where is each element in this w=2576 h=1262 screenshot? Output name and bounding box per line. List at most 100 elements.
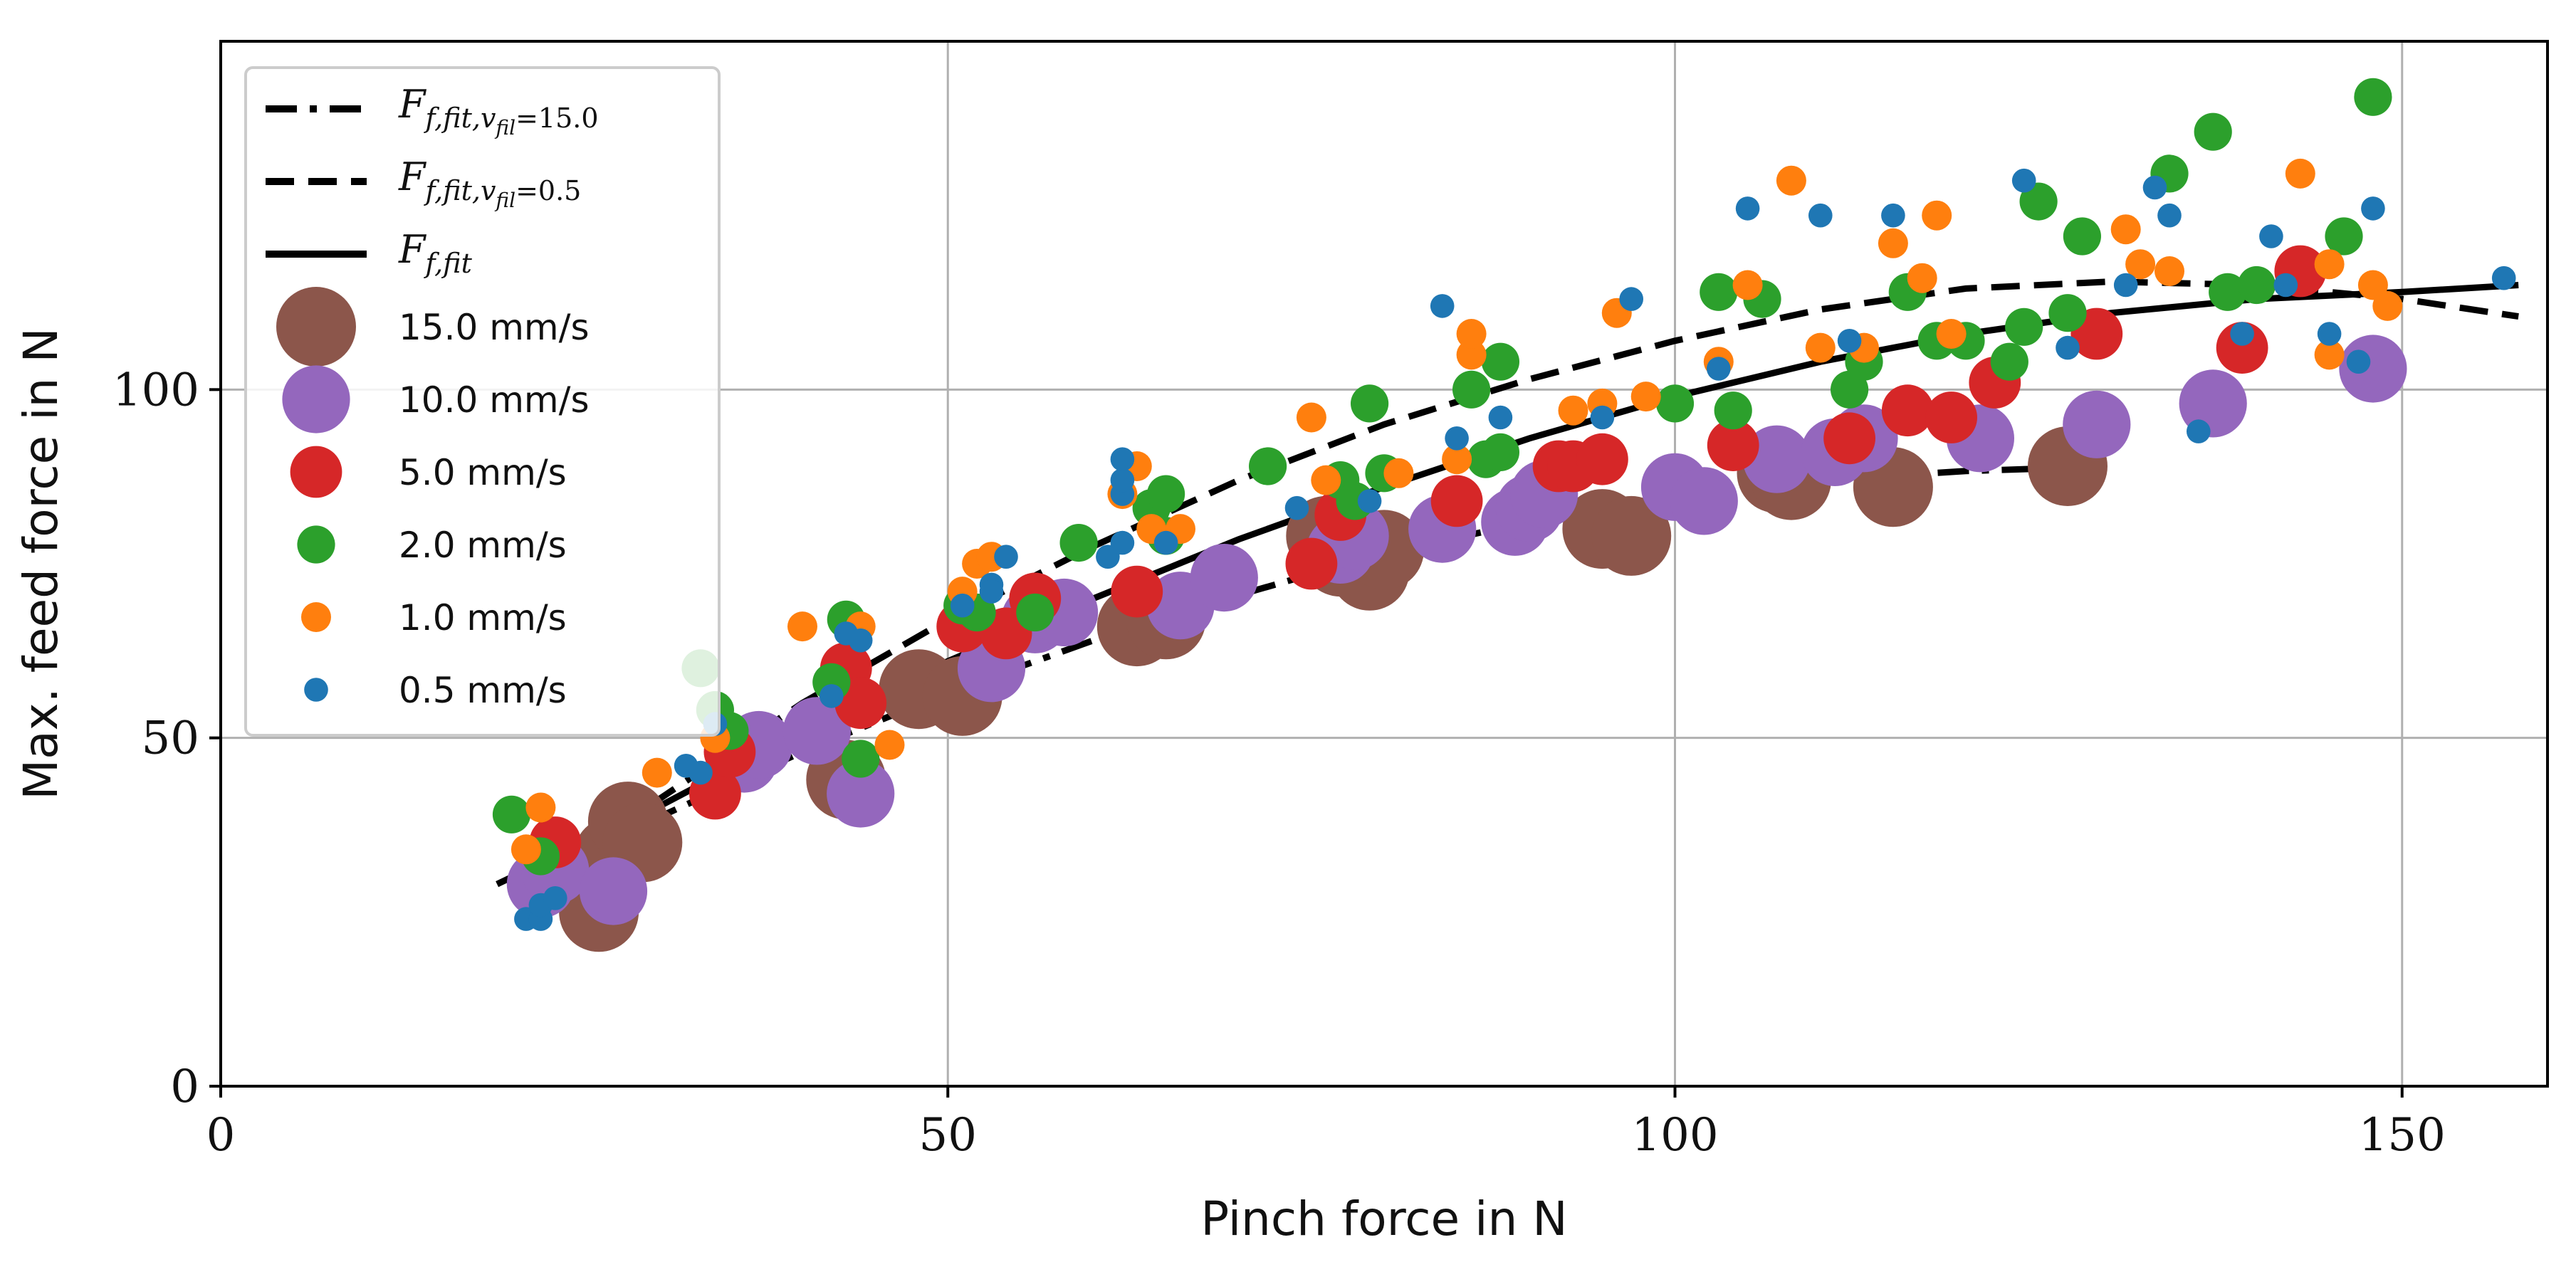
legend-series-label: 15.0 mm/s — [399, 307, 590, 348]
data-point — [1296, 402, 1326, 433]
data-point — [1805, 332, 1836, 363]
data-point — [1619, 287, 1643, 311]
data-point — [511, 834, 541, 865]
data-point — [2125, 249, 2156, 280]
data-point — [1714, 391, 1752, 430]
data-point — [1357, 489, 1382, 513]
data-point — [2011, 168, 2036, 193]
data-point — [1878, 228, 1908, 258]
data-point — [525, 792, 556, 823]
legend-fit-label: Ff,fit,vfil=15.0 — [398, 82, 599, 140]
data-point — [1707, 357, 1731, 381]
data-point — [2157, 203, 2182, 228]
data-point — [2259, 224, 2283, 248]
data-point — [950, 593, 975, 618]
data-point — [1881, 384, 1934, 437]
data-point — [1445, 426, 1469, 451]
data-point — [2142, 175, 2167, 200]
data-point — [2357, 270, 2388, 300]
data-point — [2354, 78, 2392, 116]
data-point — [2154, 256, 2184, 286]
legend-series-marker — [301, 602, 331, 632]
data-point — [2110, 214, 2141, 245]
data-point — [1249, 447, 1287, 485]
data-point — [1881, 203, 1905, 228]
data-point — [979, 579, 1004, 604]
data-point — [1284, 495, 1309, 520]
data-point — [1430, 475, 1483, 527]
plot-frame — [219, 40, 2549, 1088]
data-point — [1190, 544, 1258, 612]
data-point — [492, 795, 531, 834]
legend-box — [244, 66, 721, 737]
data-point — [2314, 249, 2345, 280]
data-point — [1147, 475, 1185, 513]
data-point — [1576, 433, 1628, 485]
data-point — [2273, 273, 2298, 298]
data-point — [1808, 203, 1833, 228]
data-point — [827, 759, 895, 828]
data-point — [1153, 530, 1178, 555]
data-point — [1351, 384, 1389, 423]
legend: Ff,fit,vfil=15.0 Ff,fit,vfil=0.5 Ff,fit 15.… — [244, 66, 721, 737]
data-point — [1837, 329, 1862, 353]
data-point — [1059, 524, 1098, 562]
data-point — [2346, 349, 2371, 374]
data-point — [787, 611, 817, 642]
data-point — [1383, 458, 1414, 488]
x-tick-label: 150 — [2359, 1109, 2446, 1162]
data-point — [1590, 405, 1615, 430]
data-point — [842, 740, 880, 778]
data-point — [2005, 307, 2043, 346]
data-point — [2019, 182, 2058, 221]
data-point — [1456, 340, 1487, 370]
data-point — [2361, 196, 2385, 221]
data-point — [1700, 273, 1738, 311]
data-point — [994, 545, 1018, 569]
data-point — [1823, 412, 1876, 465]
data-point — [1630, 382, 1661, 412]
data-point — [1488, 405, 1513, 430]
data-point — [1907, 263, 1937, 293]
data-point — [1732, 270, 1763, 300]
data-point — [688, 760, 713, 785]
data-point — [1110, 468, 1135, 493]
data-point — [1990, 342, 2028, 381]
data-point — [2325, 217, 2363, 256]
data-point — [1452, 370, 1491, 409]
data-point — [874, 730, 905, 760]
x-axis-label: Pinch force in N — [1200, 1192, 1567, 1246]
data-point — [2048, 294, 2087, 332]
data-point — [2056, 335, 2080, 360]
x-tick-label: 0 — [206, 1109, 236, 1162]
legend-series-marker — [290, 446, 342, 498]
legend-series-marker — [297, 525, 335, 564]
data-point — [1285, 537, 1338, 590]
data-point — [2063, 217, 2101, 256]
data-point — [2063, 390, 2131, 458]
data-point — [2230, 322, 2254, 346]
data-point — [1430, 294, 1455, 318]
data-point — [642, 757, 672, 788]
y-tick-label: 50 — [142, 712, 199, 765]
data-point — [2209, 273, 2247, 311]
x-tick-label: 100 — [1631, 1109, 1718, 1162]
legend-fit-label: Ff,fit — [398, 227, 473, 279]
data-point — [2194, 112, 2232, 151]
data-point — [1481, 433, 1519, 472]
data-point — [1481, 342, 1519, 381]
data-point — [2187, 419, 2211, 443]
data-point — [1655, 384, 1695, 423]
data-point — [1742, 425, 1811, 493]
data-point — [1016, 593, 1054, 632]
data-point — [579, 857, 648, 925]
data-point — [1442, 444, 1472, 475]
data-point — [1558, 395, 1588, 426]
data-point — [2372, 290, 2403, 321]
data-point — [1111, 565, 1163, 618]
legend-series-label: 10.0 mm/s — [399, 379, 590, 421]
axis-ticks: 0 50 100 150 0 50 100 — [112, 364, 2446, 1162]
x-tick-label: 50 — [919, 1109, 977, 1162]
data-point — [2113, 273, 2138, 298]
